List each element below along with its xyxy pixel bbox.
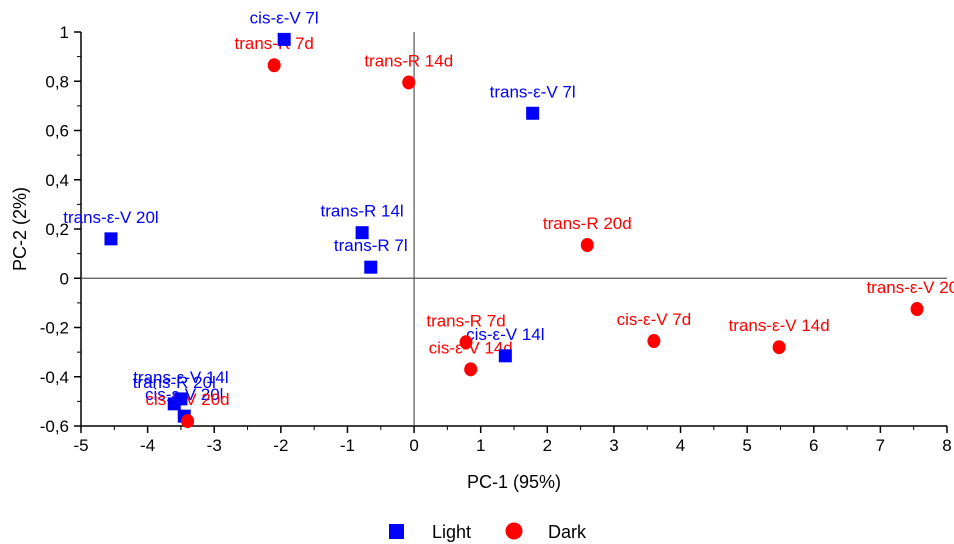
dark-sample-marker [464, 362, 478, 377]
light-sample-marker [526, 106, 540, 120]
x-tick-label: -5 [73, 436, 88, 455]
y-tick-label: 0,4 [45, 171, 69, 190]
x-tick-label: -1 [340, 436, 355, 455]
dark-sample-marker [647, 334, 661, 349]
light-sample-marker [498, 349, 512, 363]
x-tick-label: 4 [676, 436, 685, 455]
legend-dark-label: Dark [548, 522, 587, 542]
dark-sample-marker [772, 340, 786, 355]
x-tick-label: 0 [409, 436, 418, 455]
y-tick-label: 1 [60, 23, 69, 42]
light-sample-marker [355, 226, 369, 240]
axes: -5 -4 -3 -2 -1 0 1 2 3 4 5 6 7 8 -0,6 -0,4 -0,2 0 0,2 0,4 0,… [40, 23, 952, 455]
legend-light-label: Light [432, 522, 471, 542]
point-label: trans-ε-V 7l [490, 82, 576, 101]
x-tick-label: -4 [140, 436, 155, 455]
dark-sample-marker [267, 58, 281, 73]
light-sample-marker [167, 397, 181, 411]
y-tick-label: 0 [60, 269, 69, 288]
legend-light-marker [389, 524, 404, 539]
dark-sample-marker [580, 238, 594, 253]
x-tick-label: 2 [543, 436, 552, 455]
x-axis-title: PC-1 (95%) [467, 472, 561, 492]
dark-sample-marker [402, 75, 416, 90]
zero-lines [81, 32, 947, 426]
y-tick-label: -0,6 [40, 417, 69, 436]
point-label: trans-R 20l [133, 373, 216, 392]
x-tick-label: 8 [942, 436, 951, 455]
dark-sample-marker [181, 414, 195, 429]
light-sample-marker [104, 232, 118, 246]
x-tick-label: 6 [809, 436, 818, 455]
dark-sample-marker [459, 335, 473, 350]
point-label: trans-ε-V 14l [133, 368, 228, 387]
light-sample-marker [364, 260, 378, 274]
point-label: trans-R 7d [426, 311, 505, 330]
point-label: trans-ε-V 20d [866, 278, 954, 297]
x-tick-label: 5 [742, 436, 751, 455]
y-tick-label: 0,6 [45, 122, 69, 141]
point-label: trans-R 14l [321, 202, 404, 221]
point-label: trans-R 14d [364, 51, 453, 70]
point-label: trans-ε-V 20l [63, 208, 158, 227]
point-label: cis-ε-V 14d [429, 338, 513, 357]
point-label: cis-ε-V 20d [146, 390, 230, 409]
y-axis-title: PC-2 (2%) [10, 187, 30, 271]
point-label: cis-ε-V 7l [250, 8, 319, 27]
point-label: cis-ε-V 7d [617, 310, 692, 329]
point-label: trans-R 7l [334, 236, 408, 255]
point-labels: cis-ε-V 7l trans-ε-V 7l trans-ε-V 20l trans… [63, 8, 954, 409]
light-sample-marker [277, 32, 291, 46]
data-markers [104, 32, 924, 429]
x-tick-label: -3 [207, 436, 222, 455]
y-tick-label: -0,4 [40, 368, 69, 387]
y-tick-label: 0,8 [45, 72, 69, 91]
x-tick-label: 3 [609, 436, 618, 455]
x-tick-label: 7 [876, 436, 885, 455]
point-label: trans-R 20d [543, 214, 632, 233]
legend: Light Dark [389, 522, 587, 542]
y-tick-label: -0,2 [40, 319, 69, 338]
x-tick-label: -2 [273, 436, 288, 455]
y-tick-label: 0,2 [45, 220, 69, 239]
x-tick-label: 1 [476, 436, 485, 455]
point-label: cis-ε-V 14l [466, 325, 544, 344]
legend-dark-marker [505, 522, 523, 540]
dark-sample-marker [910, 302, 924, 317]
point-label: trans-ε-V 14d [729, 316, 830, 335]
point-label: trans-R 7d [234, 34, 313, 53]
